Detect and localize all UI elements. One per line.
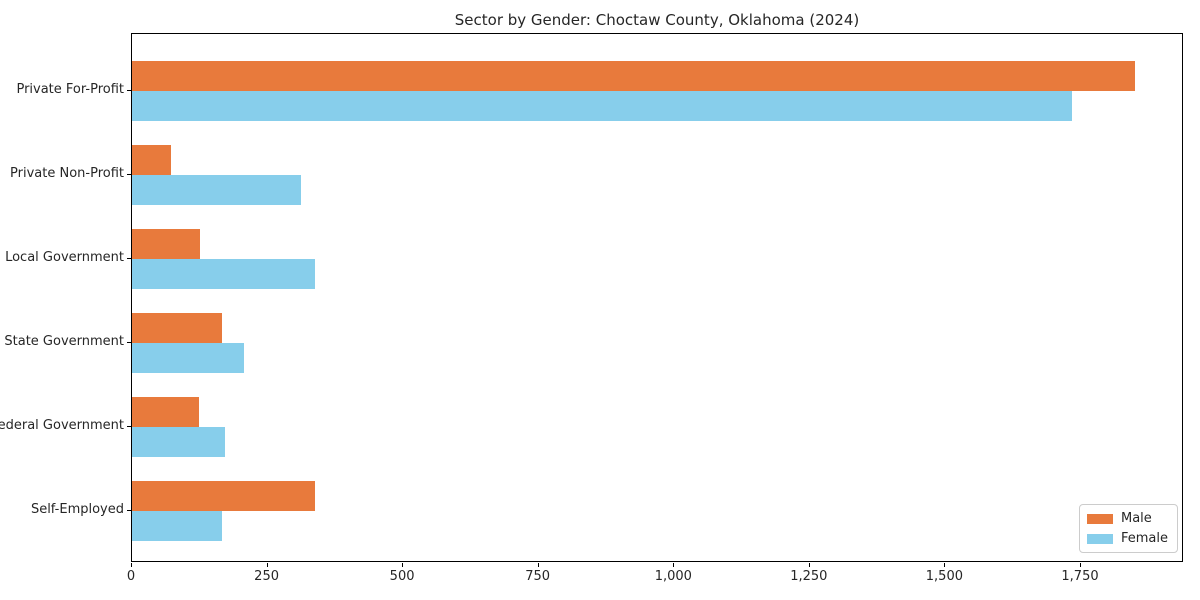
y-tick-label-private-for-profit: Private For-Profit <box>16 82 124 97</box>
y-tick-label-state-government: State Government <box>4 334 124 349</box>
y-tick-label-private-non-profit: Private Non-Profit <box>10 166 124 181</box>
bar-male-state-government <box>132 312 222 343</box>
bar-female-private-for-profit <box>132 90 1073 121</box>
legend-swatch-male <box>1086 513 1113 524</box>
bar-female-private-non-profit <box>132 174 302 205</box>
bar-male-federal-government <box>132 396 199 427</box>
y-tick-mark <box>127 341 131 343</box>
legend-swatch-female <box>1086 533 1113 544</box>
y-tick-mark <box>127 425 131 427</box>
bar-female-federal-government <box>132 426 226 457</box>
bar-female-self-employed <box>132 510 222 541</box>
y-tick-label-local-government: Local Government <box>5 250 124 265</box>
y-tick-label-self-employed: Self-Employed <box>30 502 124 517</box>
x-tick-label-0: 0 <box>126 569 136 584</box>
y-tick-label-federal-government: Federal Government <box>0 418 124 433</box>
bar-female-state-government <box>132 342 245 373</box>
bar-female-local-government <box>132 258 316 289</box>
x-tick-label-4: 1,000 <box>654 569 692 584</box>
bar-male-private-non-profit <box>132 144 171 175</box>
x-tick-label-2: 500 <box>389 569 415 584</box>
bar-male-private-for-profit <box>132 60 1136 91</box>
x-tick-mark <box>673 563 675 567</box>
x-tick-mark <box>1080 563 1081 567</box>
x-tick-mark <box>944 563 946 567</box>
x-tick-mark <box>808 563 810 567</box>
x-tick-mark <box>131 563 132 567</box>
chart-title: Sector by Gender: Choctaw County, Oklaho… <box>454 11 860 29</box>
x-tick-label-5: 1,250 <box>790 569 828 584</box>
y-tick-mark <box>127 257 131 259</box>
bar-male-self-employed <box>132 480 315 511</box>
x-tick-mark <box>402 563 404 567</box>
y-tick-mark <box>127 173 131 175</box>
legend-label-female: Female <box>1120 531 1168 546</box>
x-tick-mark <box>266 563 268 567</box>
x-tick-label-3: 750 <box>525 569 551 584</box>
legend-item-male: Male <box>1086 511 1168 526</box>
x-tick-label-6: 1,500 <box>925 569 963 584</box>
bar-male-local-government <box>132 228 200 259</box>
x-tick-label-1: 250 <box>254 569 279 584</box>
y-tick-mark <box>127 509 131 511</box>
x-tick-label-7: 1,750 <box>1061 569 1099 584</box>
x-tick-mark <box>537 563 539 567</box>
y-tick-mark <box>127 89 131 91</box>
legend: Male Female <box>1078 504 1178 553</box>
legend-label-male: Male <box>1120 511 1152 526</box>
plot-area: Male Female <box>131 33 1183 562</box>
legend-item-female: Female <box>1086 531 1168 546</box>
